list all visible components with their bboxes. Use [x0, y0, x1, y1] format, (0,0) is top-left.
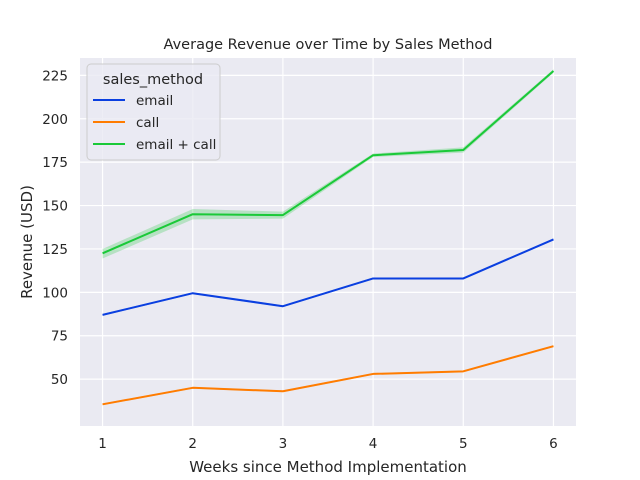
- series-lines: [102, 70, 555, 406]
- legend-label: email: [136, 93, 173, 109]
- y-tick-label: 150: [42, 199, 68, 215]
- x-tick-label: 4: [369, 436, 378, 452]
- x-tick-label: 6: [549, 436, 558, 452]
- x-tick-label: 1: [98, 436, 107, 452]
- chart-title: Average Revenue over Time by Sales Metho…: [164, 37, 493, 53]
- ci-band-email-call: [102, 69, 554, 259]
- series-line-email-call: [102, 70, 555, 255]
- legend-box: [86, 63, 221, 161]
- legend-label: call: [136, 115, 159, 131]
- x-tick-label: 2: [188, 436, 197, 452]
- legend-label: email + call: [136, 137, 216, 153]
- legend-title: sales_method: [103, 72, 203, 88]
- y-tick-label: 75: [51, 329, 68, 345]
- y-tick-label: 200: [42, 112, 68, 128]
- series-line-call: [102, 345, 554, 406]
- y-tick-label: 225: [42, 68, 68, 84]
- y-tick-label: 125: [42, 242, 68, 258]
- legend: sales_method email call email + call: [86, 63, 221, 161]
- x-tick-label: 5: [459, 436, 468, 452]
- y-tick-label: 50: [51, 372, 68, 388]
- grid: [80, 58, 576, 426]
- y-axis-label: Revenue (USD): [18, 185, 36, 299]
- x-tick-labels: 1 2 3 4 5 6: [98, 436, 558, 452]
- x-axis-label: Weeks since Method Implementation: [189, 458, 467, 476]
- series-line-email: [102, 238, 554, 316]
- y-tick-label: 175: [42, 155, 68, 171]
- x-tick-label: 3: [279, 436, 288, 452]
- y-tick-label: 100: [42, 285, 68, 301]
- y-tick-labels: 50 75 100 125 150 175 200 225: [42, 68, 68, 388]
